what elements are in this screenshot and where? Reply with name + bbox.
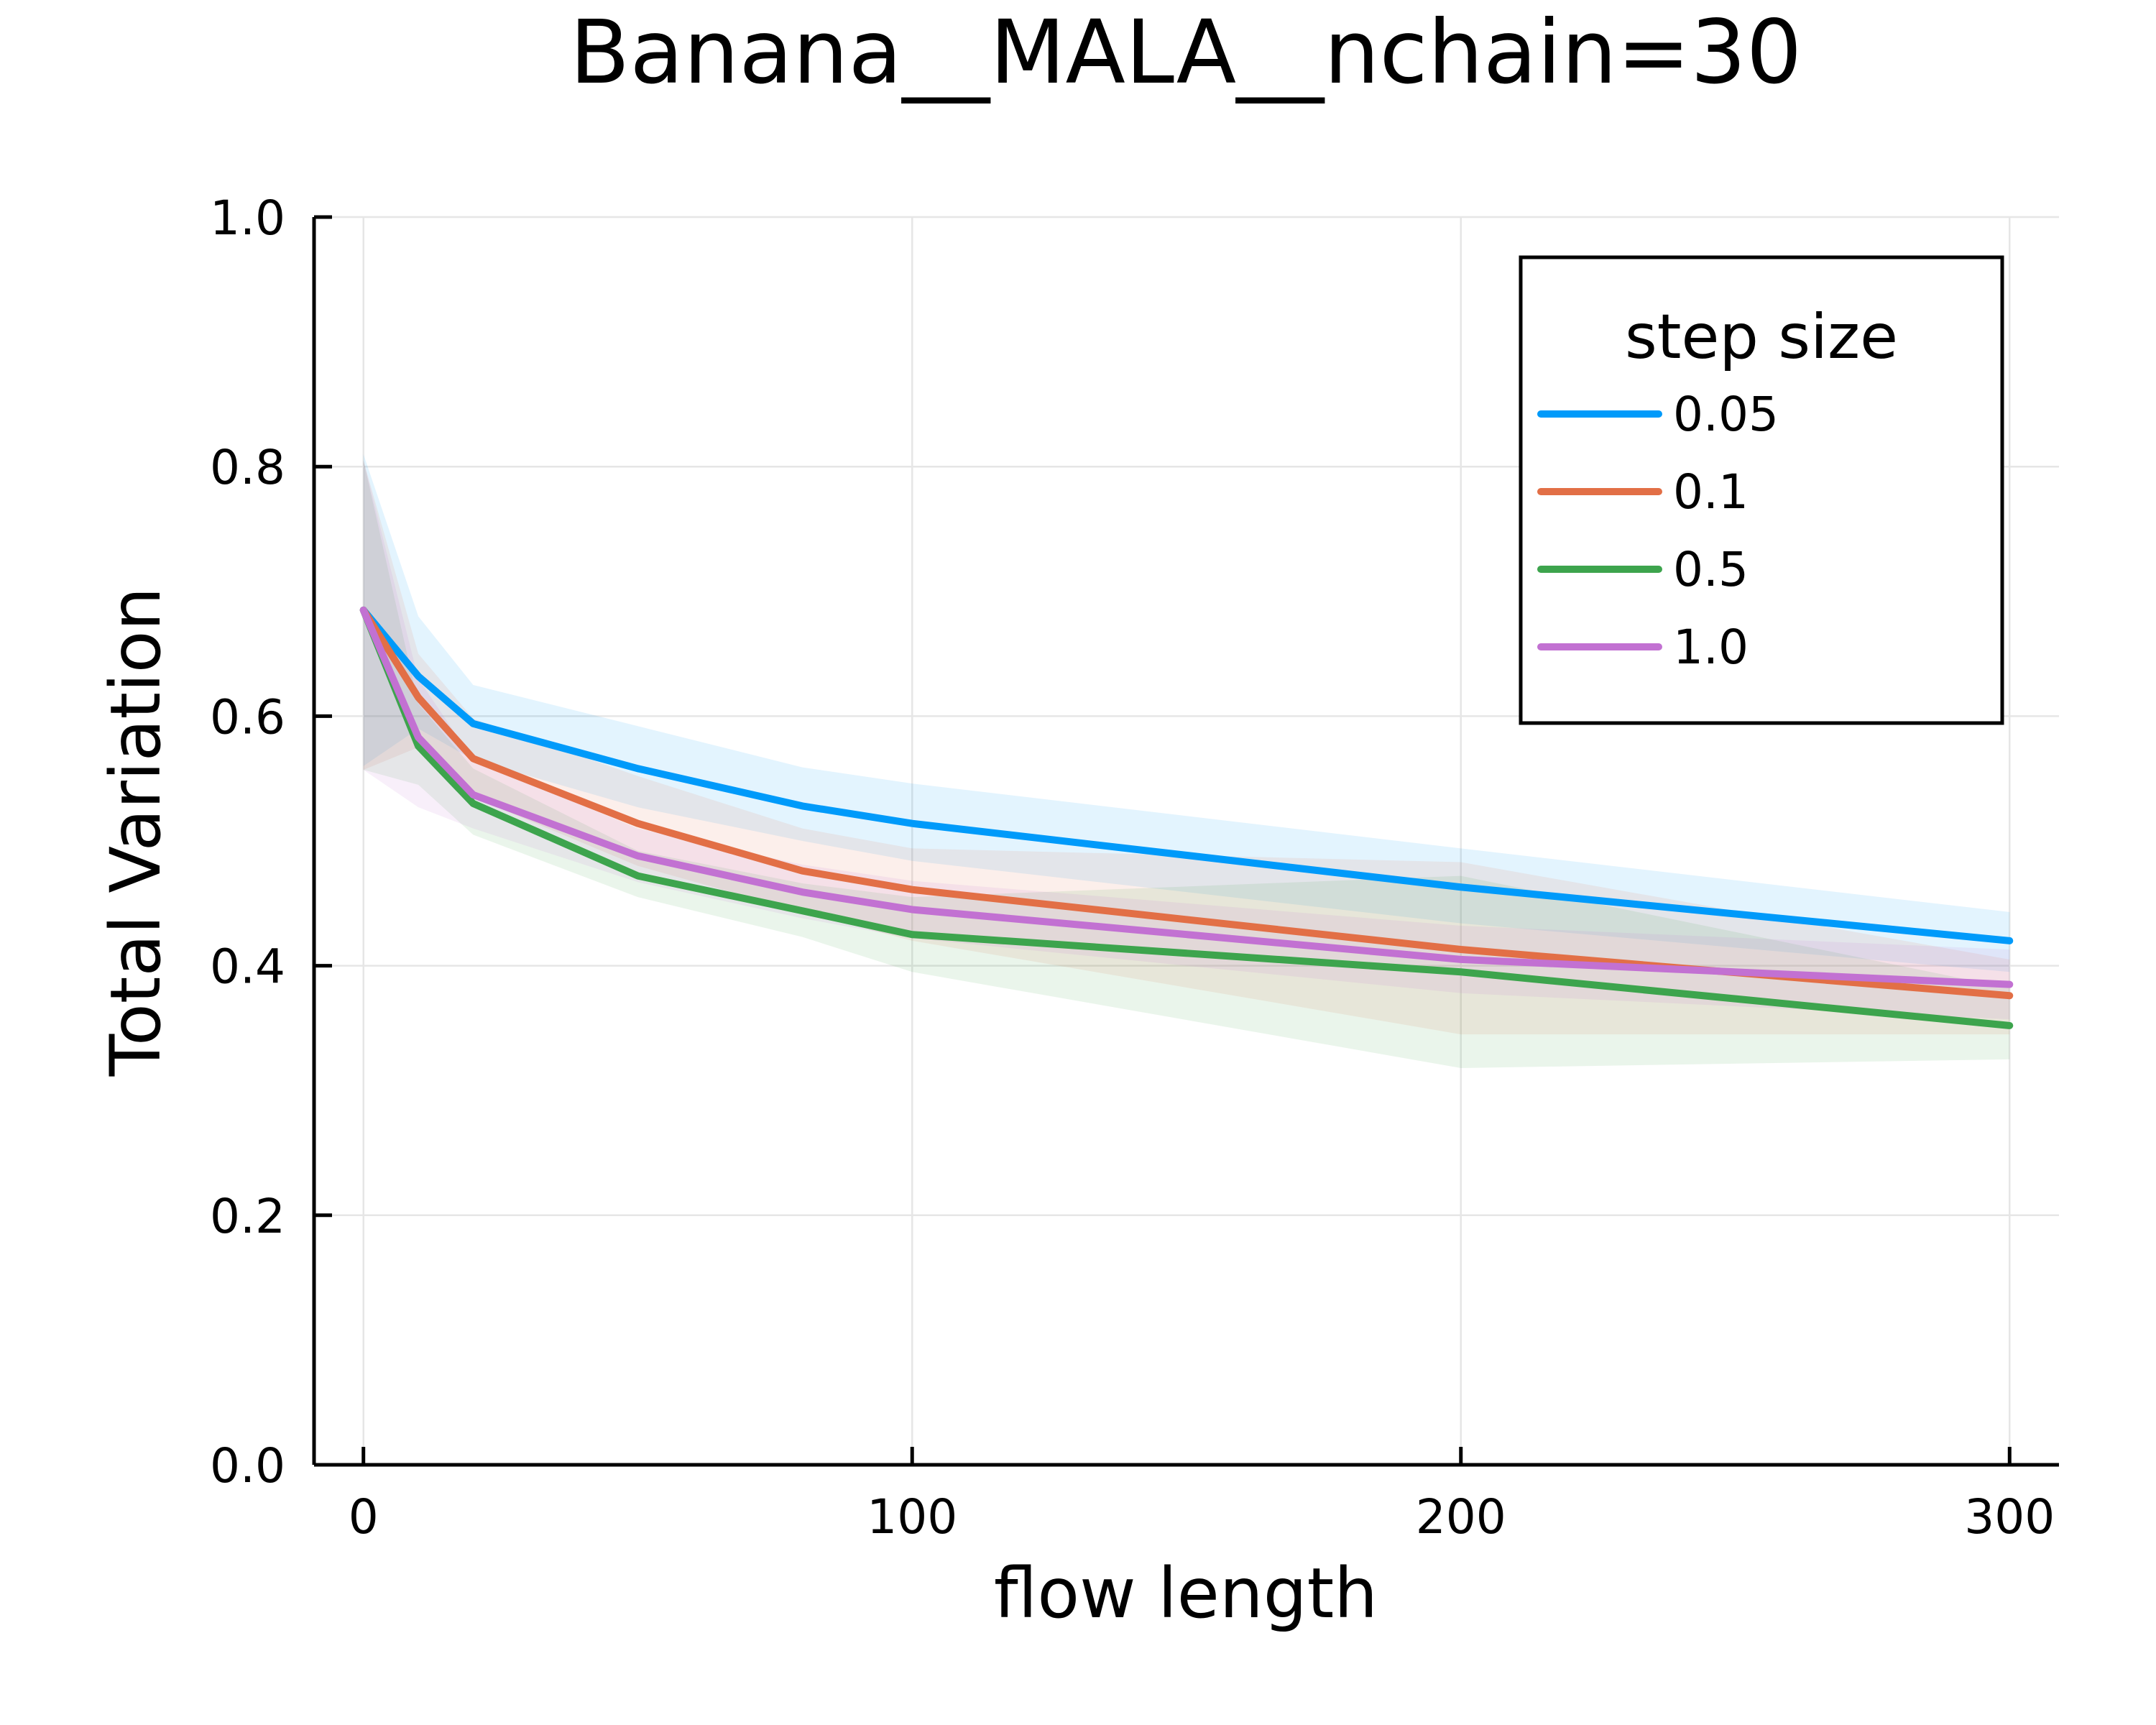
plot-area: 0 100 200 300 0.0 0.2 0.4 0.6 0.8 1.0 xyxy=(210,190,2059,1545)
x-tick-label: 0 xyxy=(349,1489,379,1545)
y-tick-label: 1.0 xyxy=(210,190,285,246)
y-axis-label: Total Variation xyxy=(96,587,176,1077)
y-tick-label: 0.4 xyxy=(210,939,285,995)
series-line-0.1 xyxy=(359,606,2014,1000)
x-axis-label: flow length xyxy=(994,1553,1378,1634)
x-tick-label: 300 xyxy=(1964,1489,2055,1545)
y-tick-label: 0.8 xyxy=(210,440,285,495)
chart-title: Banana__MALA__nchain=30 xyxy=(570,1,1802,104)
series-band-0.05 xyxy=(363,454,2010,972)
y-tick-label: 0.6 xyxy=(210,689,285,745)
series-line-1.0 xyxy=(359,606,2014,988)
legend-label-1.0: 1.0 xyxy=(1673,620,1749,675)
legend-title: step size xyxy=(1625,301,1898,373)
legend-label-0.1: 0.1 xyxy=(1673,464,1749,520)
x-tick-label: 200 xyxy=(1416,1489,1506,1545)
series-band-0.5 xyxy=(363,460,2010,1068)
series-band-1.0 xyxy=(363,460,2010,1020)
y-tick-label: 0.0 xyxy=(210,1438,285,1494)
y-tick-label: 0.2 xyxy=(210,1189,285,1244)
legend-label-0.05: 0.05 xyxy=(1673,387,1779,442)
x-tick-label: 100 xyxy=(867,1489,957,1545)
series-line-0.05 xyxy=(359,606,2014,944)
legend-label-0.5: 0.5 xyxy=(1673,542,1749,597)
series-band-0.1 xyxy=(363,460,2010,1035)
legend: step size 0.05 0.1 0.5 1.0 xyxy=(1519,255,2004,725)
series-line-0.5 xyxy=(359,606,2014,1029)
